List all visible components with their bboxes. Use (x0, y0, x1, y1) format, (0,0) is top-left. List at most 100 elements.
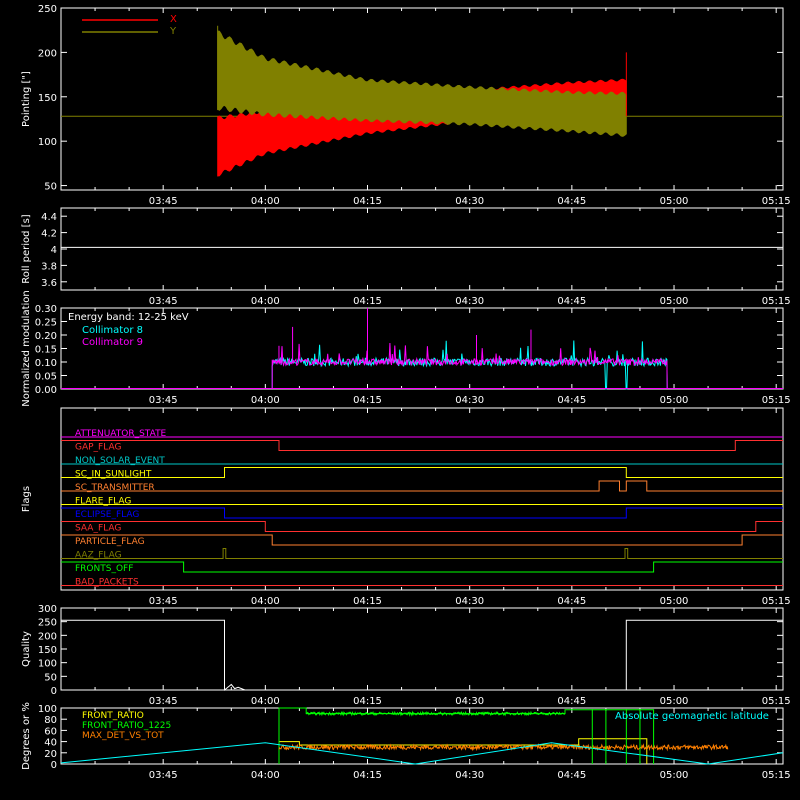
y-tick-label: 50 (44, 182, 57, 193)
x-tick-label: 03:45 (149, 696, 178, 707)
y-tick-label: 4.2 (41, 229, 57, 240)
flag-label: FLARE_FLAG (75, 497, 131, 507)
modulation-trace-0 (271, 340, 668, 390)
flag-label: ATTENUATOR_STATE (75, 429, 167, 439)
y-tick-label: 80 (44, 715, 57, 726)
y-tick-label: 200 (38, 48, 57, 59)
quality-line (61, 619, 783, 692)
x-tick-label: 04:15 (353, 596, 382, 607)
x-tick-label: 05:00 (660, 196, 689, 207)
flag-line (61, 507, 783, 519)
x-tick-label: 04:00 (251, 395, 280, 406)
x-tick-label: 04:30 (455, 696, 484, 707)
x-tick-label: 04:45 (557, 395, 586, 406)
y-axis-label: Flags (21, 486, 32, 512)
x-tick-label: 05:15 (762, 596, 791, 607)
panel-frame (60, 7, 784, 191)
flag-line (61, 534, 783, 546)
x-tick-label: 04:00 (251, 296, 280, 307)
x-tick-label: 05:00 (660, 395, 689, 406)
flag-label: SAA_FLAG (75, 524, 121, 534)
x-tick-label: 05:15 (762, 395, 791, 406)
y-tick-label: 150 (38, 645, 57, 656)
y-axis-label: Normalized modulation (21, 290, 32, 407)
x-tick-label: 05:15 (762, 296, 791, 307)
y-tick-label: 100 (38, 704, 57, 715)
flag-label: SC_IN_SUNLIGHT (75, 470, 152, 480)
y-tick-label: 100 (38, 659, 57, 670)
x-tick-label: 04:45 (557, 696, 586, 707)
y-tick-label: 3.8 (41, 261, 57, 272)
x-tick-label: 04:30 (455, 296, 484, 307)
flag-label: NON_SOLAR_EVENT (75, 456, 165, 466)
flag-line (61, 440, 783, 451)
y-tick-label: 250 (38, 618, 57, 629)
y-tick-label: 4 (51, 245, 57, 256)
x-tick-label: 04:15 (353, 395, 382, 406)
x-tick-label: 04:15 (353, 770, 382, 781)
y-tick-label: 0.10 (35, 358, 57, 369)
front-ratio-1225-noise (305, 710, 565, 717)
x-tick-label: 04:30 (455, 196, 484, 207)
y-tick-label: 0.30 (35, 304, 57, 315)
pointing-band-Y (217, 30, 627, 137)
legend-label: MAX_DET_VS_TOT (82, 731, 164, 741)
x-tick-label: 04:15 (353, 296, 382, 307)
y-tick-label: 0 (51, 686, 57, 697)
panel-frame (60, 207, 784, 291)
flag-label: SC_TRANSMITTER (75, 483, 155, 493)
flag-line (61, 561, 783, 573)
panel-frame (60, 407, 784, 591)
x-tick-label: 04:45 (557, 596, 586, 607)
x-tick-label: 04:30 (455, 770, 484, 781)
x-tick-label: 03:45 (149, 196, 178, 207)
ratio-line-1 (278, 707, 655, 764)
x-tick-label: 03:45 (149, 596, 178, 607)
y-tick-label: 50 (44, 672, 57, 683)
x-tick-label: 05:00 (660, 696, 689, 707)
legend-label: FRONT_RATIO_1225 (82, 721, 171, 731)
flag-line (61, 521, 783, 532)
x-tick-label: 04:45 (557, 770, 586, 781)
x-tick-label: 04:00 (251, 196, 280, 207)
x-tick-label: 05:00 (660, 770, 689, 781)
y-axis-label: Quality (21, 631, 32, 667)
x-tick-label: 03:45 (149, 296, 178, 307)
x-tick-label: 05:15 (762, 696, 791, 707)
x-tick-label: 05:00 (660, 596, 689, 607)
flag-line (61, 480, 783, 492)
x-tick-label: 03:45 (149, 770, 178, 781)
x-tick-label: 05:15 (762, 196, 791, 207)
y-tick-label: 0.25 (35, 318, 57, 329)
flag-line (61, 548, 783, 559)
x-tick-label: 04:00 (251, 770, 280, 781)
x-tick-label: 05:00 (660, 296, 689, 307)
legend-label: Y (169, 26, 177, 37)
geomagnetic-latitude-label: Absolute geomagnetic latitude (615, 711, 769, 722)
y-tick-label: 60 (44, 726, 57, 737)
flag-label: FRONTS_OFF (75, 564, 133, 574)
x-tick-label: 04:45 (557, 196, 586, 207)
y-tick-label: 100 (38, 137, 57, 148)
x-tick-label: 04:15 (353, 696, 382, 707)
flag-label: AAZ_FLAG (75, 551, 122, 561)
x-tick-label: 03:45 (149, 395, 178, 406)
y-tick-label: 3.6 (41, 278, 57, 289)
legend-label: Collimator 9 (82, 337, 143, 348)
energy-band-label: Energy band: 12-25 keV (68, 312, 189, 323)
ratio-line-3 (60, 742, 784, 765)
flag-label: PARTICLE_FLAG (75, 537, 145, 547)
flag-label: ECLIPSE_FLAG (75, 510, 139, 520)
x-tick-label: 04:00 (251, 596, 280, 607)
y-axis-label: Pointing ["] (21, 71, 32, 127)
legend-label: Collimator 8 (82, 325, 143, 336)
x-tick-label: 04:30 (455, 395, 484, 406)
y-tick-label: 300 (38, 604, 57, 615)
x-tick-label: 05:15 (762, 770, 791, 781)
flag-line (61, 467, 783, 478)
panel-frame (60, 707, 784, 765)
y-tick-label: 200 (38, 631, 57, 642)
y-axis-label: Roll period [s] (21, 214, 32, 283)
flag-label: BAD_PACKETS (75, 578, 139, 588)
